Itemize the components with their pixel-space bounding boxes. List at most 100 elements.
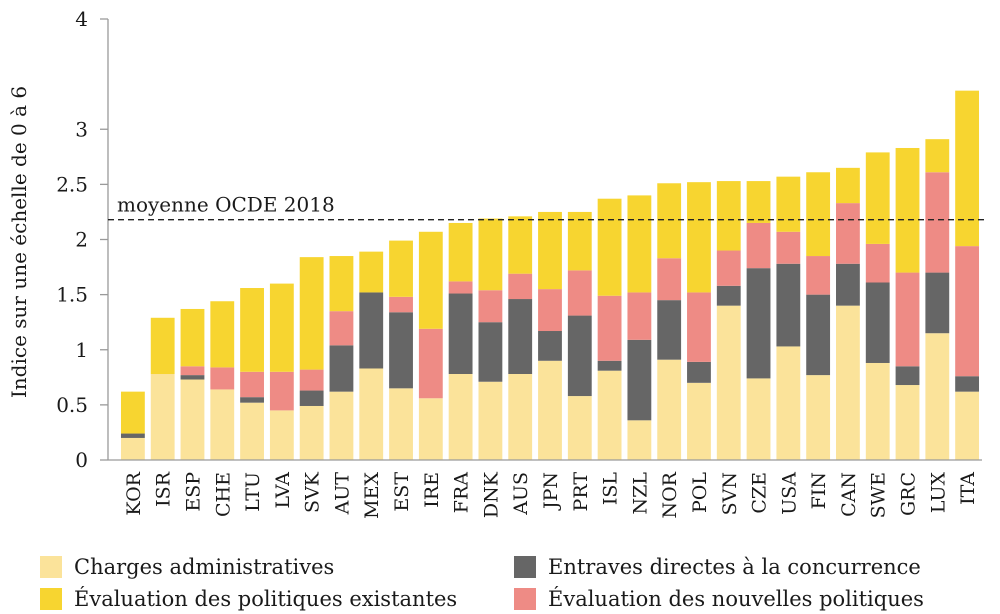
bar-segment-swe-s3 [865,152,890,244]
bar-segment-est-s3 [389,240,413,297]
legend-swatch-evaluation-nouvelles [514,588,536,610]
bar-segment-jpn-s2 [538,289,562,332]
bar-segment-lva-s2 [269,371,294,411]
x-tick-label-fin: FIN [808,472,830,509]
bar-segment-ire-s0 [418,398,443,460]
bar-stack-mex [359,251,384,460]
bar-segment-lux-s2 [925,172,950,273]
bar-segment-ita-s1 [955,376,980,392]
bar-segment-esp-s1 [180,375,205,380]
x-tick-label-aut: AUT [331,472,353,516]
bar-segment-pol-s0 [687,382,711,460]
y-tick-label: 0.5 [56,393,88,417]
x-tick-label-prt: PRT [570,472,592,512]
y-axis: 0 0.5 1 1.5 2 2.5 3 4 [56,7,109,472]
legend-swatch-evaluation-existantes [40,588,62,610]
bar-stack-ltu [240,288,264,460]
legend-label-evaluation-nouvelles: Évaluation des nouvelles politiques [548,587,924,611]
bar-stack-kor [120,391,145,460]
bar-segment-fin-s3 [806,172,831,257]
x-tick-label-mex: MEX [361,472,383,519]
bar-segment-aut-s2 [329,311,354,346]
bar-stack-prt [567,211,592,460]
bar-segment-jpn-s3 [538,211,562,290]
bar-segment-isl-s1 [597,360,622,371]
bar-segment-ita-s3 [955,90,980,247]
bar-stack-nzl [627,195,652,460]
bar-segment-nzl-s0 [627,420,652,460]
y-tick-label: 2.5 [56,172,88,196]
legend-item-entraves-directes: Entraves directes à la concurrence [514,552,921,582]
bar-segment-swe-s2 [865,243,890,283]
bar-segment-grc-s2 [895,272,920,367]
bar-segment-ltu-s2 [240,371,264,398]
bar-segment-pol-s2 [687,292,711,362]
legend-swatch-charges-administratives [40,556,62,578]
bar-segment-ltu-s0 [240,402,264,460]
x-tick-label-esp: ESP [182,472,204,512]
x-tick-label-isl: ISL [600,472,622,506]
bar-stack-ita [955,90,980,460]
bar-segment-dnk-s0 [478,381,503,460]
legend-label-charges-administratives: Charges administratives [74,555,335,579]
bar-stack-fin [806,172,831,460]
bar-stack-lva [269,283,294,460]
bar-segment-fra-s3 [448,222,473,282]
bar-segment-kor-s1 [120,433,145,438]
x-tick-label-dnk: DNK [480,471,502,518]
bar-stack-can [836,167,860,460]
bar-segment-che-s0 [210,389,235,460]
y-tick-label: 1 [75,338,88,362]
x-axis: KOR ISR ESP CHE LTU LVA SVK AUT MEX EST IRE FRA DNK A… [108,459,982,519]
bar-segment-ita-s0 [955,391,980,460]
bar-segment-nor-s0 [657,359,682,460]
x-tick-label-aus: AUS [510,472,532,516]
bar-stack-svn [716,181,741,460]
bar-segment-lux-s3 [925,139,950,173]
x-tick-label-isr: ISR [153,471,175,507]
bar-segment-svk-s2 [299,369,324,391]
bar-segment-fin-s0 [806,375,831,460]
bar-segment-prt-s0 [567,396,592,460]
bar-stack-che [210,301,235,460]
bar-segment-pol-s1 [687,361,711,383]
bar-segment-fin-s2 [806,256,831,295]
bar-segment-kor-s3 [120,391,145,434]
bar-segment-aut-s0 [329,391,354,460]
bar-segment-esp-s2 [180,366,205,376]
x-tick-label-ltu: LTU [242,472,264,512]
x-tick-label-svk: SVK [302,471,324,513]
bar-segment-mex-s1 [359,292,384,369]
bar-segment-svn-s3 [716,181,741,251]
x-tick-label-grc: GRC [898,472,920,516]
bar-segment-est-s1 [389,312,413,389]
bar-segment-esp-s0 [180,379,205,460]
bar-segment-svn-s1 [716,285,741,306]
legend-swatch-entraves-directes [514,556,536,578]
bar-stack-aus [508,216,533,460]
bar-segment-aus-s2 [508,273,533,300]
bar-segment-ire-s3 [418,231,443,329]
bar-stack-grc [895,147,920,460]
y-tick-label: 2 [75,228,88,252]
bar-segment-cze-s1 [746,268,771,379]
bar-segment-can-s3 [836,167,860,204]
bar-segment-kor-s0 [120,437,145,460]
bar-segment-isr-s3 [150,317,175,375]
x-tick-label-pol: POL [689,472,711,513]
bar-segment-can-s2 [836,203,860,264]
reference-line-group: moyenne OCDE 2018 [108,193,988,221]
x-tick-label-cze: CZE [749,472,771,514]
bar-stack-isr [150,317,175,460]
bar-segment-isl-s2 [597,295,622,361]
x-tick-label-est: EST [391,472,413,512]
x-tick-label-fra: FRA [451,472,473,513]
bar-stack-svk [299,257,324,460]
bar-stack-usa [776,176,801,460]
bar-stack-nor [657,183,682,460]
y-tick-label: 4 [75,7,88,31]
y-tick-label: 1.5 [56,283,88,307]
bar-segment-mex-s0 [359,368,384,460]
reference-line-label: moyenne OCDE 2018 [117,193,335,217]
bar-segment-nzl-s3 [627,195,652,293]
